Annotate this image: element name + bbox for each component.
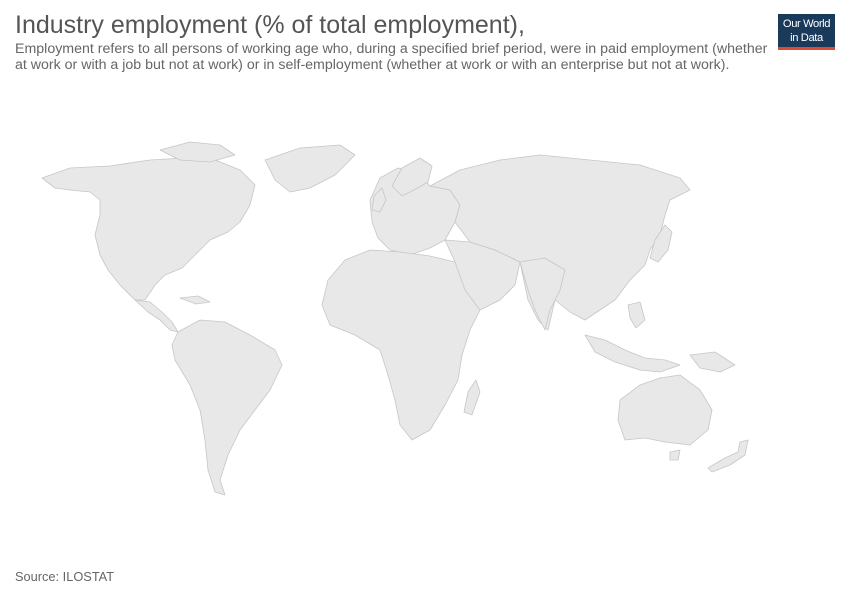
central-america[interactable] bbox=[134, 299, 179, 333]
madagascar[interactable] bbox=[463, 379, 481, 416]
chart-subtitle: Employment refers to all persons of work… bbox=[15, 41, 768, 73]
south-america[interactable] bbox=[171, 319, 283, 496]
north-america[interactable] bbox=[41, 157, 256, 301]
philippines[interactable] bbox=[627, 301, 646, 329]
africa[interactable] bbox=[321, 249, 481, 441]
southeast-asia-islands[interactable] bbox=[584, 334, 681, 373]
caribbean[interactable] bbox=[179, 295, 211, 305]
japan[interactable] bbox=[649, 224, 673, 263]
asia[interactable] bbox=[429, 154, 691, 331]
uk-ireland[interactable] bbox=[371, 187, 387, 213]
source-note: Source: ILOSTAT bbox=[15, 569, 115, 584]
logo-line-2: in Data bbox=[790, 32, 823, 44]
australia[interactable] bbox=[617, 374, 713, 446]
greenland[interactable] bbox=[264, 144, 356, 193]
new-zealand[interactable] bbox=[707, 439, 749, 473]
arctic-islands[interactable] bbox=[159, 141, 236, 163]
new-guinea[interactable] bbox=[689, 351, 736, 373]
scandinavia[interactable] bbox=[391, 157, 433, 197]
logo-line-1: Our World bbox=[782, 18, 831, 30]
chart-title: Industry employment (% of total employme… bbox=[15, 11, 525, 39]
india[interactable] bbox=[519, 257, 566, 331]
owid-logo[interactable]: Our World in Data bbox=[778, 14, 835, 50]
tasmania[interactable] bbox=[669, 449, 681, 461]
world-map bbox=[41, 141, 749, 496]
